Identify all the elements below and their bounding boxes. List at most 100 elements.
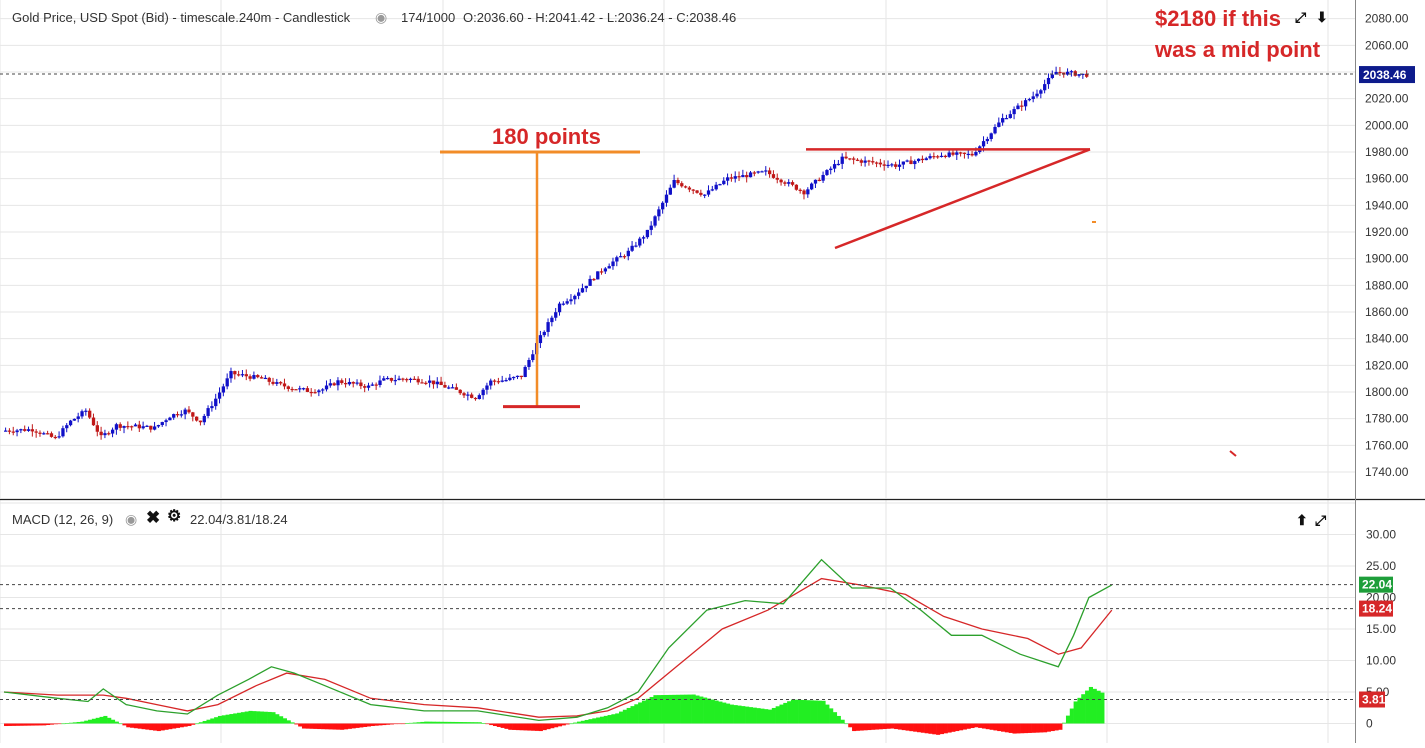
candle-body <box>924 158 928 161</box>
histogram-bar <box>252 711 257 724</box>
price-tick-label: 1880.00 <box>1365 278 1409 292</box>
eye-icon[interactable]: ◉ <box>125 511 138 527</box>
candle-body <box>1020 105 1024 107</box>
histogram-bar <box>661 695 666 724</box>
candle <box>909 156 913 165</box>
down-arrow-icon[interactable]: ⬇ <box>1316 9 1328 25</box>
candle-body <box>366 385 371 388</box>
histogram-bar <box>416 722 421 724</box>
candle-body <box>683 186 688 188</box>
candle <box>416 376 420 385</box>
candle <box>928 153 932 160</box>
candle-body <box>431 380 436 385</box>
histogram-bar <box>1001 723 1006 732</box>
histogram-bar <box>844 723 849 725</box>
histogram-bar <box>95 717 100 724</box>
histogram-bar <box>351 723 356 729</box>
candle <box>271 377 275 386</box>
candle-body <box>370 384 375 386</box>
candle-body <box>622 256 627 258</box>
candle <box>752 170 757 177</box>
bar-count: 174/1000 <box>401 10 456 25</box>
candle <box>916 158 921 163</box>
candle <box>523 365 527 378</box>
candle-body <box>981 141 986 147</box>
candle-body <box>118 424 122 428</box>
candle-body <box>756 171 760 173</box>
candle-body <box>718 184 722 186</box>
histogram-bar <box>966 723 971 729</box>
up-arrow-icon[interactable]: ⬆ <box>1296 512 1308 528</box>
histogram-bar <box>26 723 32 726</box>
histogram-bar <box>133 723 138 729</box>
candle-body <box>504 380 508 382</box>
histogram-bar <box>504 723 509 729</box>
candle-body <box>1039 90 1043 94</box>
candle <box>584 285 588 293</box>
candle-body <box>989 133 993 139</box>
candle-body <box>779 179 783 183</box>
candle <box>221 383 226 397</box>
candle-body <box>382 378 386 381</box>
histogram-bar <box>817 700 822 724</box>
candle <box>699 189 703 197</box>
candle <box>149 425 153 433</box>
candle-body <box>470 394 474 398</box>
histogram-bar <box>554 723 559 728</box>
candle <box>890 162 894 168</box>
candle-body <box>168 417 172 421</box>
histogram-bar <box>382 723 387 726</box>
candle-body <box>603 268 608 272</box>
histogram-bar <box>152 723 158 731</box>
candle <box>1020 100 1024 112</box>
histogram-bar <box>1077 697 1082 724</box>
histogram-bar <box>599 716 605 724</box>
candle-body <box>909 160 913 165</box>
candle <box>1004 114 1009 120</box>
candle <box>844 151 848 160</box>
candle-body <box>951 152 955 155</box>
candle <box>492 379 497 386</box>
histogram-bar <box>695 695 700 724</box>
candle-body <box>473 397 478 400</box>
candle <box>863 156 867 167</box>
candle <box>240 369 245 378</box>
candle <box>829 166 833 175</box>
expand-icon[interactable]: ⤢ <box>1295 9 1307 25</box>
candle-body <box>626 250 630 257</box>
close-icon[interactable]: ✖ <box>146 508 161 527</box>
candle <box>466 391 470 401</box>
histogram-bar <box>458 722 463 724</box>
histogram-bar <box>30 723 35 726</box>
histogram-bar <box>622 709 627 724</box>
histogram-bar <box>668 694 673 724</box>
candle-body <box>664 194 669 203</box>
histogram-bar <box>832 712 838 724</box>
expand-icon[interactable]: ⤢ <box>1315 512 1327 528</box>
histogram-bar <box>1085 690 1090 724</box>
candle <box>214 393 218 410</box>
histogram-bar <box>103 715 108 724</box>
candle <box>989 132 993 142</box>
candle <box>504 377 508 382</box>
gear-icon[interactable]: ⚙ <box>167 508 182 525</box>
histogram-bar <box>271 712 276 724</box>
candle <box>290 386 294 392</box>
candle <box>370 382 375 386</box>
histogram-bar <box>748 707 754 724</box>
candle-body <box>301 388 306 390</box>
candle <box>546 318 550 337</box>
candle-body <box>244 374 248 377</box>
eye-icon[interactable]: ◉ <box>375 9 388 25</box>
histogram-bar <box>561 723 566 726</box>
candle-body <box>580 288 585 293</box>
candle <box>130 425 134 431</box>
candle <box>714 181 718 191</box>
candle-body <box>49 433 54 437</box>
candle <box>237 370 241 377</box>
histogram-bar <box>214 717 219 724</box>
candle <box>450 384 455 389</box>
histogram-bar <box>317 723 322 730</box>
histogram-bar <box>997 723 1002 732</box>
